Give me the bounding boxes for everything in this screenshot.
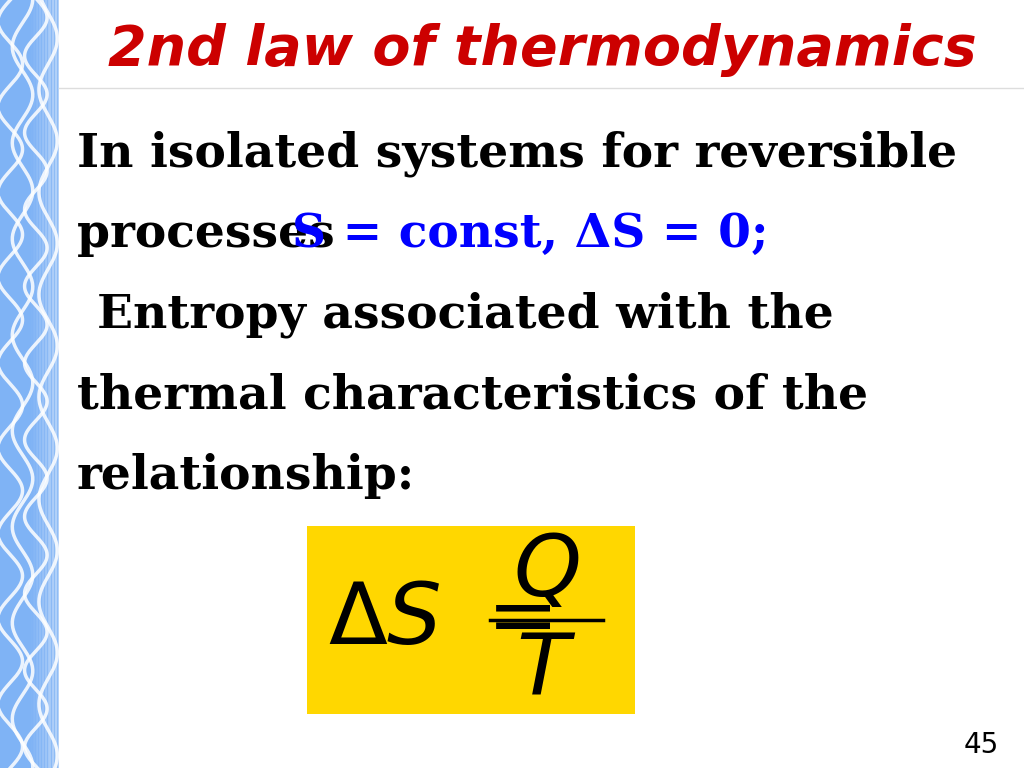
Text: $Q$: $Q$ <box>513 531 580 614</box>
Text: thermal characteristics of the: thermal characteristics of the <box>77 372 868 419</box>
Text: S = const, ΔS = 0;: S = const, ΔS = 0; <box>292 211 768 257</box>
Text: 2nd law of thermodynamics: 2nd law of thermodynamics <box>109 23 977 77</box>
Text: relationship:: relationship: <box>77 453 415 499</box>
FancyBboxPatch shape <box>307 526 635 714</box>
Text: $T$: $T$ <box>516 628 577 712</box>
Text: 45: 45 <box>964 731 998 759</box>
Text: $\Delta S\ =$: $\Delta S\ =$ <box>328 578 551 662</box>
Text: processes: processes <box>77 211 351 257</box>
FancyBboxPatch shape <box>0 0 59 768</box>
Text: In isolated systems for reversible: In isolated systems for reversible <box>77 131 956 177</box>
Text: Entropy associated with the: Entropy associated with the <box>97 292 834 338</box>
